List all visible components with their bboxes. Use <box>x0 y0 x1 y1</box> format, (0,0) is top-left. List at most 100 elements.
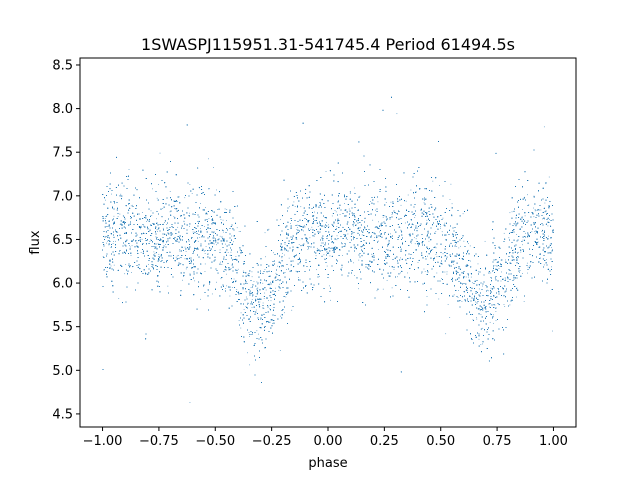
data-point <box>389 265 390 267</box>
data-point <box>489 306 490 308</box>
data-point <box>262 302 264 304</box>
data-point <box>524 196 525 198</box>
data-point <box>251 276 253 278</box>
data-point <box>490 277 491 278</box>
data-point <box>162 242 164 244</box>
data-point <box>157 231 158 232</box>
data-point <box>328 224 329 226</box>
data-point <box>142 212 143 213</box>
data-point <box>314 211 315 213</box>
data-point <box>466 286 467 287</box>
data-point <box>336 235 338 237</box>
data-point <box>280 315 281 317</box>
data-point <box>513 223 515 224</box>
data-point <box>273 252 274 254</box>
data-point <box>204 271 206 272</box>
data-point <box>471 282 473 284</box>
data-point <box>242 270 244 272</box>
data-point <box>272 320 274 321</box>
data-point <box>336 226 338 227</box>
data-point <box>233 278 235 280</box>
data-point <box>169 191 171 192</box>
data-point <box>231 240 232 241</box>
data-point <box>220 219 222 221</box>
data-point <box>265 289 267 291</box>
data-point <box>230 268 232 269</box>
data-point <box>488 290 490 292</box>
data-point <box>354 275 355 276</box>
data-point <box>548 235 549 237</box>
data-point <box>294 206 296 207</box>
data-point <box>279 283 281 285</box>
data-point <box>451 215 453 217</box>
data-point <box>346 239 348 240</box>
data-point <box>117 216 119 217</box>
data-point <box>165 244 166 245</box>
data-point <box>259 301 261 303</box>
data-point <box>409 267 411 269</box>
data-point <box>173 216 175 218</box>
data-point <box>547 225 549 227</box>
data-point <box>264 269 266 270</box>
data-point <box>329 255 331 257</box>
data-point <box>326 265 328 267</box>
data-point <box>217 209 218 210</box>
data-point <box>407 194 409 196</box>
data-point <box>219 249 221 251</box>
data-point <box>522 273 523 274</box>
data-point <box>418 243 420 245</box>
data-point <box>334 246 336 247</box>
data-point <box>130 205 132 207</box>
data-point <box>120 193 122 195</box>
data-point <box>145 226 146 228</box>
data-point <box>421 272 423 274</box>
data-point <box>205 213 206 215</box>
data-point <box>258 333 259 335</box>
data-point <box>189 273 191 275</box>
data-point <box>449 199 451 200</box>
data-point <box>268 228 270 230</box>
data-point <box>447 304 449 305</box>
data-point <box>108 244 110 246</box>
data-point <box>519 272 520 273</box>
data-point <box>497 290 499 292</box>
data-point <box>549 219 550 220</box>
data-point <box>428 237 430 239</box>
data-point <box>283 254 285 256</box>
data-point <box>254 344 255 346</box>
data-point <box>220 278 222 280</box>
data-point <box>400 257 401 259</box>
data-point <box>278 289 280 291</box>
data-point <box>104 218 106 219</box>
data-point <box>413 224 414 226</box>
data-point <box>372 270 373 271</box>
data-point <box>516 287 518 289</box>
data-point <box>455 244 457 246</box>
data-point <box>358 288 359 290</box>
data-point <box>139 228 141 230</box>
data-point <box>256 281 258 283</box>
data-point <box>385 238 387 240</box>
data-point <box>189 225 190 227</box>
data-point <box>278 285 280 287</box>
data-point <box>311 226 313 228</box>
data-point <box>205 250 206 251</box>
data-point <box>128 265 129 266</box>
data-point <box>279 280 280 282</box>
data-point <box>507 278 509 280</box>
data-point <box>484 240 486 242</box>
data-point <box>255 298 256 300</box>
data-point <box>534 231 536 233</box>
data-point <box>477 263 479 265</box>
data-point <box>279 350 281 351</box>
data-point <box>370 261 372 263</box>
data-point <box>386 280 388 281</box>
data-point <box>436 272 438 274</box>
data-point <box>221 229 223 231</box>
data-point <box>423 202 425 204</box>
data-point <box>401 248 402 250</box>
data-point <box>521 216 523 218</box>
data-point <box>323 254 325 256</box>
data-point <box>230 251 232 253</box>
data-point <box>318 232 320 234</box>
